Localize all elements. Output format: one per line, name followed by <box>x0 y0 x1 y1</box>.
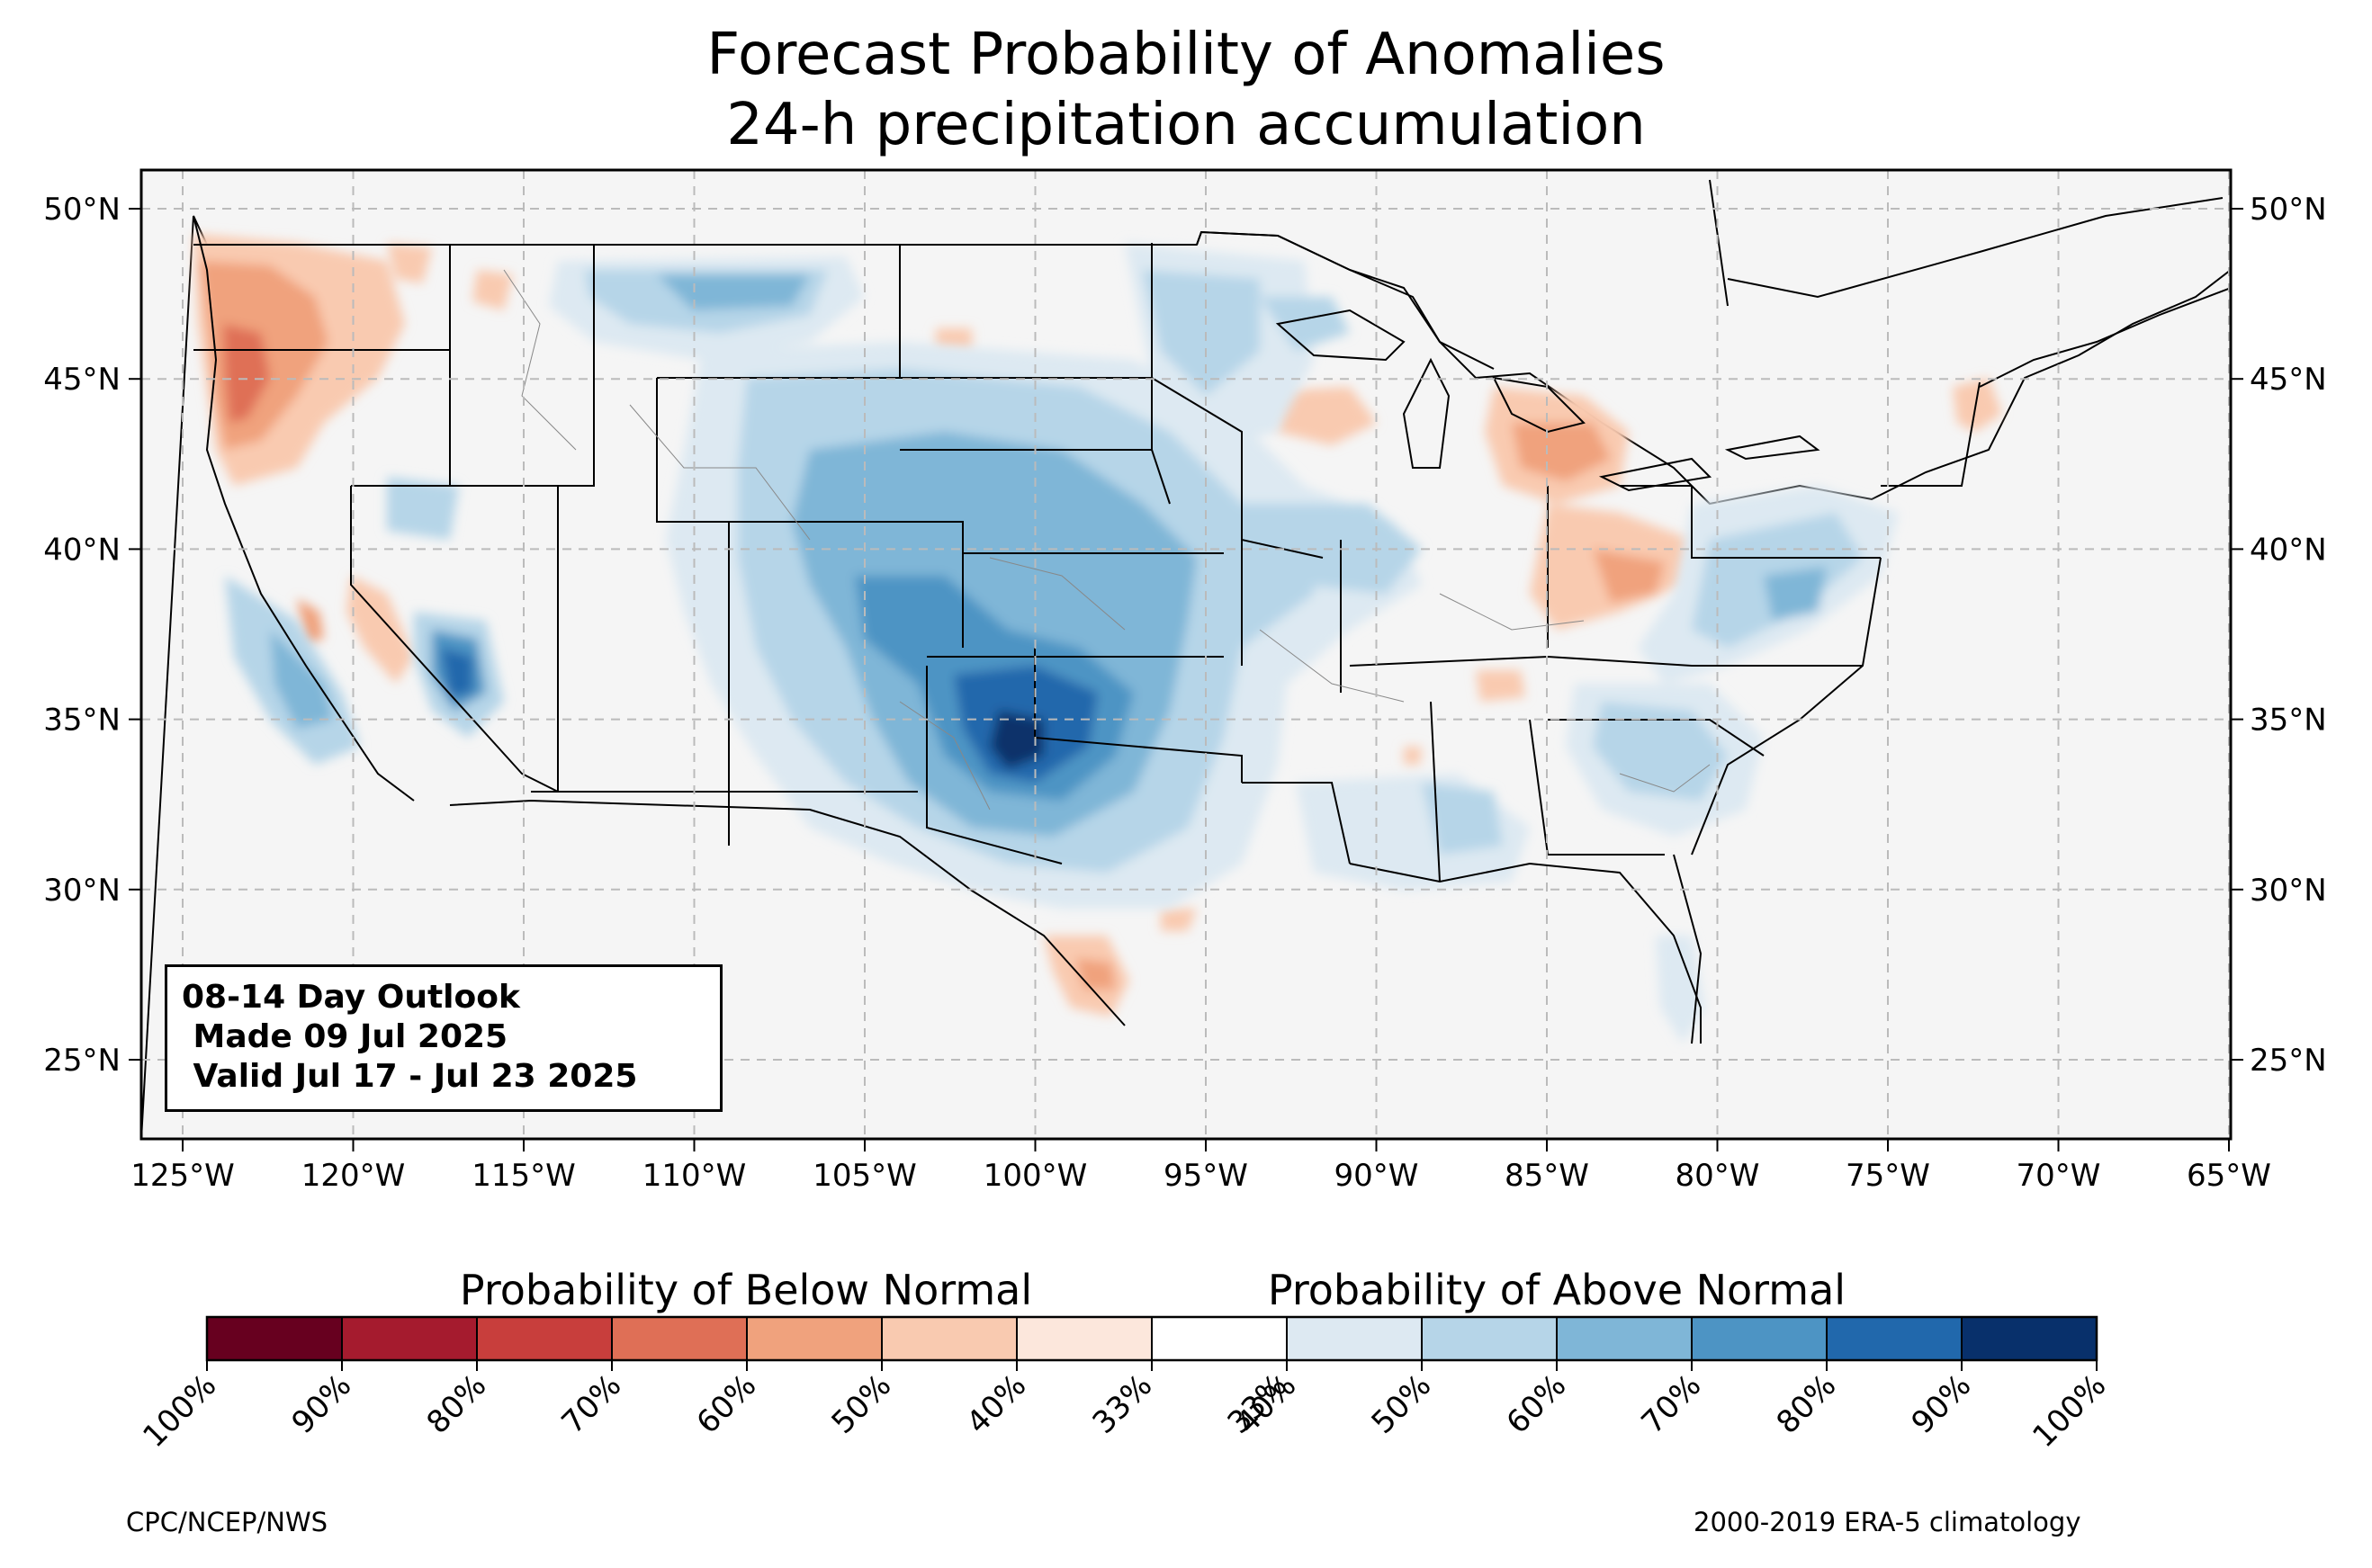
lat-tick-label-left: 40°N <box>43 532 121 568</box>
lon-tick-label: 120°W <box>301 1158 406 1194</box>
below-normal-label: Probability of Below Normal <box>460 1266 1032 1314</box>
lon-tick-label: 90°W <box>1334 1158 1419 1194</box>
outlook-info-box: 08-14 Day Outlook Made 09 Jul 2025 Valid… <box>165 964 723 1112</box>
lon-tick-label: 110°W <box>642 1158 747 1194</box>
lat-tick-label-right: 45°N <box>2250 362 2327 398</box>
lon-tick-label: 105°W <box>813 1158 917 1194</box>
colorbar-tick-label: 90% <box>1905 1367 1979 1441</box>
county-lines <box>503 269 1711 811</box>
longitude-axis: 125°W 120°W 115°W 110°W 105°W 100°W 95°W 90°W 85… <box>130 1139 2271 1194</box>
map-subtitle: 24-h precipitation accumulation <box>726 92 1646 158</box>
colorbar-swatch <box>207 1317 343 1360</box>
colorbar-tick-label: 70% <box>555 1367 629 1441</box>
colorbar-swatch <box>1287 1317 1423 1360</box>
lat-tick-label-left: 35°N <box>43 703 121 739</box>
colorbar-tick-label: 60% <box>1500 1367 1574 1441</box>
colorbar-swatch <box>1152 1317 1288 1360</box>
above-normal-label: Probability of Above Normal <box>1268 1266 1846 1314</box>
colorbar-swatch <box>882 1317 1018 1360</box>
lon-tick-label: 95°W <box>1164 1158 1248 1194</box>
colorbar-swatch <box>477 1317 613 1360</box>
lat-tick-label-right: 50°N <box>2250 192 2327 228</box>
colorbar-swatch <box>612 1317 748 1360</box>
colorbar-tick-label: 80% <box>1770 1367 1844 1441</box>
colorbar-tick-label: 100% <box>2026 1367 2113 1455</box>
lat-tick-label-left: 50°N <box>43 192 121 228</box>
colorbar-tick-label: 80% <box>420 1367 494 1441</box>
colorbar-swatch <box>1692 1317 1828 1360</box>
lon-tick-label: 70°W <box>2017 1158 2101 1194</box>
lat-tick-label-right: 35°N <box>2250 703 2327 739</box>
lon-tick-label: 65°W <box>2187 1158 2271 1194</box>
lat-tick-label-right: 30°N <box>2250 873 2327 909</box>
lon-tick-label: 80°W <box>1676 1158 1760 1194</box>
colorbar-swatch <box>342 1317 478 1360</box>
colorbar-swatch <box>1422 1317 1558 1360</box>
lat-tick-label-left: 25°N <box>43 1043 121 1079</box>
colorbar-tick-label: 50% <box>1365 1367 1439 1441</box>
latitude-axis: 50°N 50°N 45°N 45°N 40°N 40°N 35°N 35°N 30°N 30°N… <box>43 192 2326 1079</box>
colorbar-swatch <box>1827 1317 1963 1360</box>
credit-left: CPC/NCEP/NWS <box>126 1507 328 1537</box>
colorbar-tick-label: 70% <box>1635 1367 1709 1441</box>
colorbar-swatch <box>1557 1317 1693 1360</box>
colorbar-tick-label: 33% <box>1086 1367 1160 1441</box>
lon-tick-label: 85°W <box>1505 1158 1589 1194</box>
colorbar-tick-label: 100% <box>136 1367 223 1455</box>
colorbar-swatch <box>747 1317 883 1360</box>
lon-tick-label: 100°W <box>984 1158 1088 1194</box>
credit-right: 2000-2019 ERA-5 climatology <box>1694 1507 2081 1537</box>
map-title: Forecast Probability of Anomalies <box>706 22 1666 88</box>
colorbar-tick-label: 60% <box>690 1367 764 1441</box>
lat-tick-label-left: 30°N <box>43 873 121 909</box>
lon-tick-label: 125°W <box>130 1158 235 1194</box>
colorbar-swatch <box>1017 1317 1153 1360</box>
lon-tick-label: 75°W <box>1846 1158 1930 1194</box>
colorbar-tick-label: 50% <box>825 1367 899 1441</box>
lon-tick-label: 115°W <box>472 1158 576 1194</box>
colorbar: 100% 90% 80% 70% 60% 50% 40% 33% 33%40% 50% 60% 70%… <box>136 1315 2113 1455</box>
below-normal-fill <box>193 234 2002 1017</box>
outlook-period: 08-14 Day Outlook <box>182 979 520 1016</box>
lat-tick-label-left: 45°N <box>43 362 121 398</box>
made-date: Made 09 Jul 2025 <box>182 1018 508 1055</box>
colorbar-tick-label: 40% <box>960 1367 1034 1441</box>
colorbar-swatch <box>1962 1317 2098 1360</box>
colorbar-tick-label: 90% <box>285 1367 359 1441</box>
lat-tick-label-right: 40°N <box>2250 532 2327 568</box>
lat-tick-label-right: 25°N <box>2250 1043 2327 1079</box>
valid-dates: Valid Jul 17 - Jul 23 2025 <box>182 1058 638 1095</box>
map-frame <box>139 168 2233 1141</box>
